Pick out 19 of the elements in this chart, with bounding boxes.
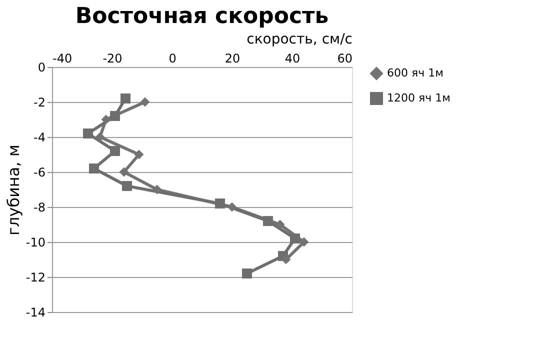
x-tick-label: -40 xyxy=(52,52,72,66)
x-tick-label: 0 xyxy=(168,52,176,66)
y-axis-title: глубина, м xyxy=(4,144,23,236)
legend-label: 1200 яч 1м xyxy=(387,92,450,104)
chart-title: Восточная скорость xyxy=(75,4,329,29)
legend-label: 600 яч 1м xyxy=(387,66,444,80)
y-tick-label: 0 xyxy=(38,60,46,74)
x-axis-title: скорость, см/с xyxy=(246,32,352,48)
x-tick-label: 20 xyxy=(224,52,240,66)
y-tick-label: -8 xyxy=(34,200,46,214)
x-tick-label: 40 xyxy=(284,52,300,66)
y-tick-label: -14 xyxy=(26,306,46,320)
y-tick-label: -4 xyxy=(34,130,46,144)
x-tick-label: -20 xyxy=(102,52,122,66)
x-tick-label: 60 xyxy=(337,52,352,66)
y-tick-label: -12 xyxy=(26,270,46,284)
y-tick-label: -10 xyxy=(26,236,46,250)
y-tick-label: -2 xyxy=(34,96,46,110)
y-tick-label: -6 xyxy=(34,166,46,180)
